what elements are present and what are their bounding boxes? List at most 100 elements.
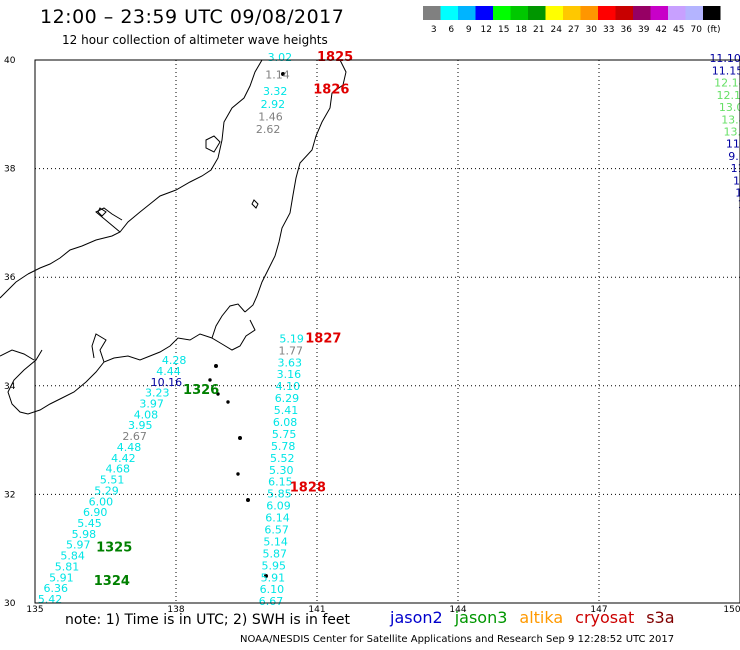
color-scale-bar: 3 6 9 12 15 18 21 24 27 30 33 36 39 42 45 70 (ft) [423, 6, 721, 35]
wave-height-value: 3.16 [277, 368, 302, 381]
colorbar-label: 9 [466, 25, 472, 35]
colorbar-label: 12 [481, 25, 492, 35]
colorbar-label: 27 [568, 25, 579, 35]
wave-height-value: 3.63 [278, 356, 303, 369]
wave-height-value: 5.78 [271, 440, 296, 453]
wave-height-value: 5.19 [279, 332, 304, 345]
wave-height-value: 5.41 [274, 404, 299, 417]
colorbar-swatch [633, 6, 651, 20]
credit-line: NOAA/NESDIS Center for Satellite Applica… [240, 634, 675, 645]
wave-height-value: 1.46 [258, 110, 283, 123]
wave-height-value: 5.85 [267, 488, 292, 501]
wave-height-value: 4.48 [117, 441, 142, 454]
wave-height-value: 6.14 [265, 512, 290, 525]
wave-height-value: 3.02 [268, 51, 293, 64]
wave-height-value: 3.97 [139, 398, 164, 411]
colorbar-swatch [650, 6, 668, 20]
colorbar-label: 45 [673, 25, 684, 35]
coastline-kanto [211, 303, 256, 351]
track-4: 4.284.4410.163.233.974.083.952.674.484.4… [38, 354, 187, 606]
wave-height-value: 6.10 [260, 583, 285, 596]
legend-entry-altika: altika [519, 608, 564, 627]
colorbar-label: 39 [638, 25, 650, 35]
colorbar-label: 15 [498, 25, 509, 35]
lat-lon-grid [35, 60, 740, 603]
colorbar-swatch [423, 6, 441, 20]
lat-tick-label: 34 [4, 382, 16, 392]
axis-tick-labels: 135 138 141 144 147 150 40 38 36 34 32 30 [4, 56, 740, 615]
coastline-sea-of-japan [27, 59, 263, 275]
legend-entry-jason2: jason2 [390, 608, 443, 627]
colorbar-label: 70 [691, 25, 703, 35]
lat-tick-label: 40 [4, 56, 16, 66]
wave-height-value: 13.71 [724, 125, 740, 138]
wave-height-value: 5.30 [269, 464, 294, 477]
wave-height-value: 11.60 [735, 186, 740, 199]
lat-tick-label: 36 [4, 273, 16, 283]
wave-height-value: 6.67 [259, 595, 284, 608]
wave-height-value: 4.28 [162, 354, 187, 367]
wave-height-value: 3.95 [128, 419, 153, 432]
wave-height-value: 11.10 [709, 52, 740, 65]
wave-height-value: 10.99 [733, 174, 740, 187]
wave-height-value: 6.90 [83, 506, 108, 519]
track-2: 11.1011.1512.1412.1013.0213.4713.7111.26… [709, 52, 740, 211]
coastline-tohoku-east [244, 59, 347, 313]
coastline-kinki-west [0, 273, 29, 299]
lon-tick-label: 138 [167, 605, 184, 615]
pass-time-labels: 1825 1826 1827 1828 1326 1325 1324 [94, 50, 353, 589]
lon-tick-label: 144 [449, 605, 466, 615]
wave-height-value: 12.10 [717, 89, 740, 102]
colorbar-label: 30 [586, 25, 598, 35]
izu-islands [208, 72, 285, 578]
track-1: 3.02 1.14 3.322.921.462.62 [256, 51, 292, 136]
wave-height-value: 5.45 [77, 517, 102, 530]
pass-time-label: 1326 [183, 383, 219, 398]
altimeter-tracks: 3.021.143.322.921.462.6211.1011.1512.141… [38, 51, 740, 608]
lat-tick-label: 32 [4, 490, 15, 500]
wave-height-value: 13.47 [721, 114, 740, 127]
colorbar-label: 21 [533, 25, 544, 35]
colorbar-swatch [668, 6, 686, 20]
colorbar-label: 42 [656, 25, 667, 35]
pass-time-label: 1324 [94, 574, 130, 589]
wave-height-value: 5.97 [66, 539, 91, 552]
colorbar-swatch [528, 6, 546, 20]
wave-height-value: 13.02 [719, 101, 740, 114]
pass-time-label: 1828 [290, 481, 326, 496]
wave-height-value: 1.77 [278, 344, 303, 357]
wave-height-value: 4.42 [111, 452, 136, 465]
wave-height-value: 6.15 [268, 476, 293, 489]
wave-height-value: 6.08 [273, 416, 298, 429]
wave-height-value: 4.10 [276, 380, 301, 393]
lon-tick-label: 141 [308, 605, 325, 615]
island-sado [205, 135, 221, 153]
wave-height-value: 6.29 [275, 392, 300, 405]
colorbar-label: 6 [448, 25, 454, 35]
track-3: 5.191.773.633.164.106.295.416.085.755.78… [259, 332, 304, 608]
colorbar-swatch [598, 6, 616, 20]
wave-height-value: 11.15 [712, 65, 740, 78]
wave-height-value: 1.14 [265, 68, 290, 81]
wave-height-value: 10.16 [151, 376, 183, 389]
colorbar-swatch [580, 6, 598, 20]
wave-height-value: 5.51 [100, 474, 125, 487]
pass-time-label: 1827 [305, 331, 341, 346]
colorbar-label: (ft) [707, 25, 721, 35]
colorbar-swatch [685, 6, 703, 20]
wave-height-value: 5.52 [270, 452, 295, 465]
wave-height-value: 5.75 [272, 428, 297, 441]
wave-height-value: 5.91 [261, 571, 286, 584]
wave-height-value: 2.62 [256, 123, 281, 136]
colorbar-label: 18 [516, 25, 528, 35]
wave-height-value: 5.42 [38, 593, 63, 606]
coastline-noto [95, 207, 123, 233]
colorbar-swatch [703, 6, 721, 20]
island-oshima [97, 207, 107, 217]
wave-height-value: 11.25 [731, 162, 740, 175]
satellite-legend: jason2 jason3 altika cryosat s3a [390, 608, 687, 627]
lon-tick-label: 147 [590, 605, 607, 615]
colorbar-swatch [510, 6, 528, 20]
colorbar-swatch [458, 6, 476, 20]
